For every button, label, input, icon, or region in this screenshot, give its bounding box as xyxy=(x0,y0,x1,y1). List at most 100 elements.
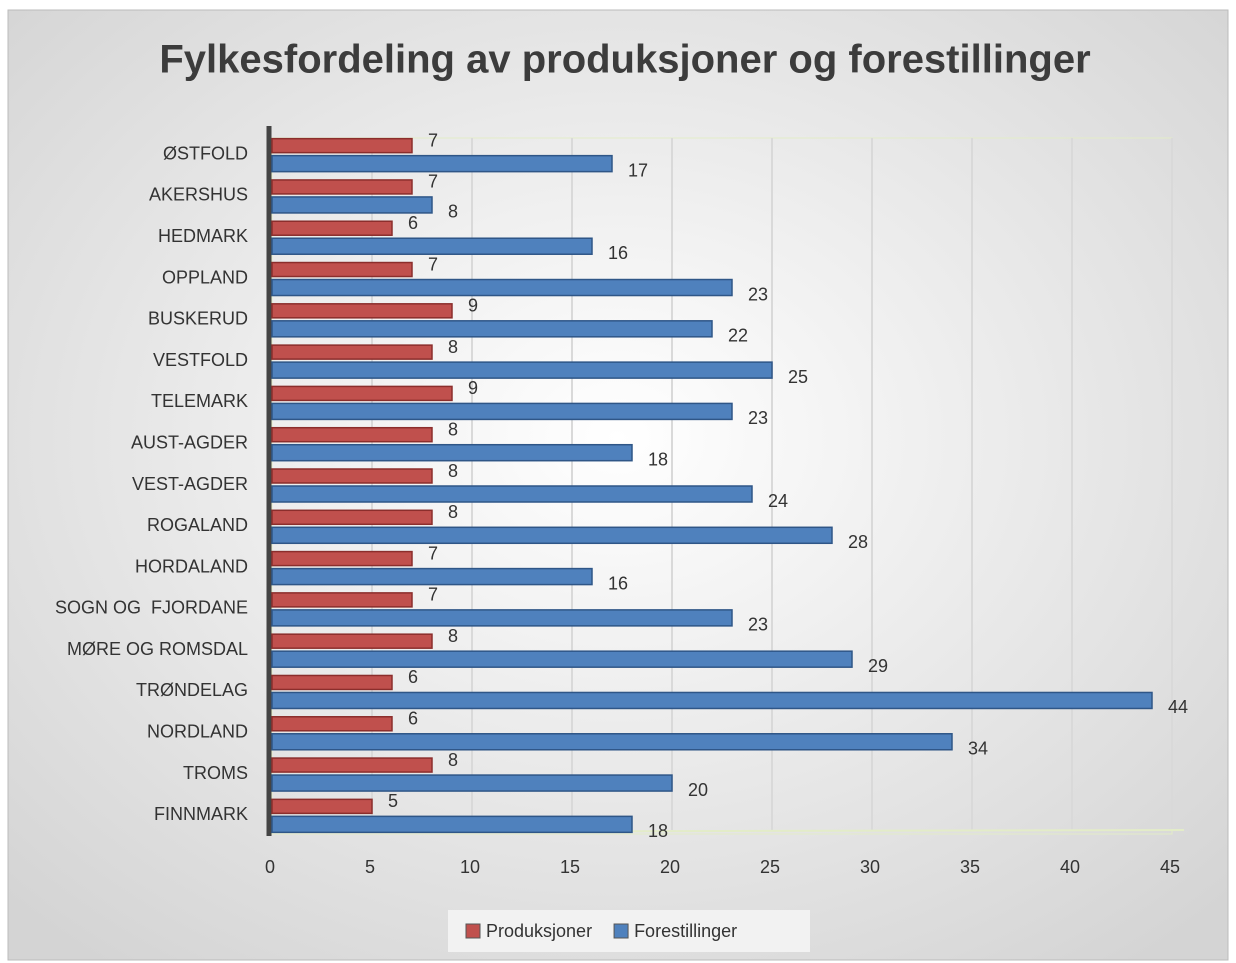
bar xyxy=(271,443,633,462)
value-label: 18 xyxy=(648,821,668,841)
bar xyxy=(271,320,713,338)
value-label: 5 xyxy=(388,791,398,811)
bar xyxy=(271,609,733,627)
bar xyxy=(271,509,433,526)
value-label: 6 xyxy=(408,709,418,729)
bar xyxy=(271,774,673,792)
bar xyxy=(271,674,393,691)
chart-background xyxy=(7,9,1229,961)
x-tick-label: 15 xyxy=(560,857,580,877)
x-tick-label: 40 xyxy=(1060,857,1080,877)
x-tick-label: 10 xyxy=(460,857,480,877)
bar xyxy=(271,137,413,154)
value-label: 20 xyxy=(688,780,708,800)
value-label: 8 xyxy=(448,461,458,481)
bar xyxy=(271,220,393,236)
y-tick-label: AUST-AGDER xyxy=(131,432,248,452)
y-tick-label: ROGALAND xyxy=(147,515,248,535)
bar xyxy=(271,650,853,668)
y-tick-label: NORDLAND xyxy=(147,722,248,742)
x-tick-label: 25 xyxy=(760,857,780,877)
x-tick-label: 5 xyxy=(365,857,375,877)
bar xyxy=(271,402,733,421)
bar xyxy=(271,757,433,773)
value-label: 6 xyxy=(408,667,418,687)
bar xyxy=(271,550,413,567)
y-tick-label: HEDMARK xyxy=(158,226,248,246)
bar xyxy=(271,485,753,503)
bar xyxy=(271,196,433,214)
value-label: 8 xyxy=(448,750,458,770)
value-label: 7 xyxy=(428,543,438,563)
value-label: 29 xyxy=(868,656,888,676)
x-tick-label: 45 xyxy=(1160,857,1180,877)
value-label: 28 xyxy=(848,532,868,552)
y-tick-label: VESTFOLD xyxy=(153,350,248,370)
value-label: 44 xyxy=(1168,697,1188,717)
y-tick-label: BUSKERUD xyxy=(148,309,248,329)
chart-title: Fylkesfordeling av produksjoner og fores… xyxy=(159,38,1090,82)
bar xyxy=(271,361,773,379)
bar xyxy=(271,592,413,608)
value-label: 16 xyxy=(608,573,628,593)
x-tick-label: 35 xyxy=(960,857,980,877)
value-label: 6 xyxy=(408,213,418,233)
value-label: 8 xyxy=(448,202,458,222)
bar xyxy=(271,261,413,278)
value-label: 7 xyxy=(428,254,438,274)
value-label: 23 xyxy=(748,284,768,304)
bar xyxy=(271,691,1153,710)
value-label: 9 xyxy=(468,378,478,398)
value-label: 25 xyxy=(788,367,808,387)
value-label: 9 xyxy=(468,296,478,316)
bar xyxy=(271,526,833,545)
bar xyxy=(271,278,733,297)
y-tick-label: FINNMARK xyxy=(154,804,248,824)
y-tick-label: OPPLAND xyxy=(162,267,248,287)
value-label: 7 xyxy=(428,172,438,192)
legend-swatch xyxy=(613,923,629,939)
y-tick-label: SOGN OG FJORDANE xyxy=(55,598,248,618)
y-tick-label: AKERSHUS xyxy=(149,185,248,205)
bar xyxy=(271,179,413,195)
y-tick-label: TROMS xyxy=(183,763,248,783)
value-label: 8 xyxy=(448,502,458,522)
bar xyxy=(271,716,393,732)
value-label: 16 xyxy=(608,243,628,263)
x-tick-label: 0 xyxy=(265,857,275,877)
x-tick-label: 30 xyxy=(860,857,880,877)
y-tick-label: ØSTFOLD xyxy=(163,143,248,163)
value-label: 8 xyxy=(448,626,458,646)
bar xyxy=(271,798,373,815)
value-label: 23 xyxy=(748,615,768,635)
y-tick-label: TRØNDELAG xyxy=(136,680,248,700)
bar xyxy=(271,567,593,586)
value-label: 34 xyxy=(968,739,988,759)
bar xyxy=(271,385,453,402)
bar xyxy=(271,303,453,319)
y-tick-label: HORDALAND xyxy=(135,556,248,576)
bar xyxy=(271,733,953,751)
bar xyxy=(271,237,593,255)
y-tick-label: VEST-AGDER xyxy=(132,474,248,494)
value-label: 7 xyxy=(428,585,438,605)
value-label: 24 xyxy=(768,491,788,511)
value-label: 7 xyxy=(428,130,438,150)
value-label: 8 xyxy=(448,419,458,439)
legend-background xyxy=(448,910,810,952)
legend-swatch xyxy=(465,923,481,939)
y-tick-label: MØRE OG ROMSDAL xyxy=(67,639,248,659)
x-tick-label: 20 xyxy=(660,857,680,877)
y-tick-label: TELEMARK xyxy=(151,391,248,411)
bar xyxy=(271,633,433,649)
value-label: 8 xyxy=(448,337,458,357)
legend-label: Forestillinger xyxy=(634,921,737,941)
bar xyxy=(271,426,433,443)
legend-label: Produksjoner xyxy=(486,921,592,941)
bar xyxy=(271,344,433,360)
bar xyxy=(271,468,433,484)
value-label: 17 xyxy=(628,160,648,180)
value-label: 23 xyxy=(748,408,768,428)
bar xyxy=(271,154,613,173)
